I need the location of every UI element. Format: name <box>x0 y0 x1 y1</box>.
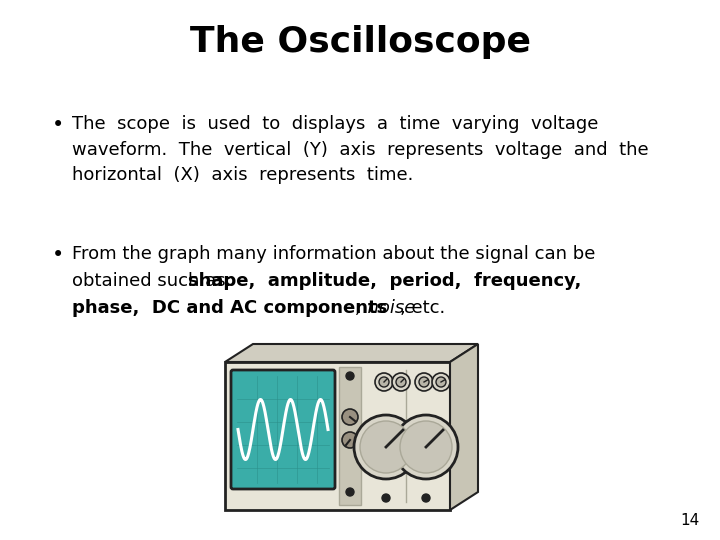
Circle shape <box>400 421 452 473</box>
Bar <box>339 367 361 505</box>
FancyBboxPatch shape <box>231 370 335 489</box>
Circle shape <box>432 373 450 391</box>
Text: , noise: , noise <box>356 299 415 318</box>
Circle shape <box>342 432 358 448</box>
Text: From the graph many information about the signal can be: From the graph many information about th… <box>72 245 595 263</box>
Polygon shape <box>225 362 450 510</box>
Text: phase,  DC and AC components: phase, DC and AC components <box>72 299 387 318</box>
Circle shape <box>379 377 389 387</box>
Polygon shape <box>450 344 478 510</box>
Circle shape <box>394 415 458 479</box>
Text: The  scope  is  used  to  displays  a  time  varying  voltage
waveform.  The  ve: The scope is used to displays a time var… <box>72 115 649 184</box>
Polygon shape <box>225 344 478 362</box>
Circle shape <box>375 373 393 391</box>
Circle shape <box>342 409 358 425</box>
Circle shape <box>419 377 429 387</box>
Circle shape <box>346 488 354 496</box>
Circle shape <box>354 415 418 479</box>
Circle shape <box>415 373 433 391</box>
Circle shape <box>346 372 354 380</box>
Text: shape,  amplitude,  period,  frequency,: shape, amplitude, period, frequency, <box>188 272 581 290</box>
Text: •: • <box>52 245 64 265</box>
Circle shape <box>360 421 412 473</box>
Circle shape <box>392 373 410 391</box>
Circle shape <box>396 377 406 387</box>
Text: , etc.: , etc. <box>400 299 445 318</box>
Text: 14: 14 <box>680 513 700 528</box>
Text: •: • <box>52 115 64 135</box>
Text: The Oscilloscope: The Oscilloscope <box>189 25 531 59</box>
Circle shape <box>436 377 446 387</box>
Circle shape <box>422 494 430 502</box>
Circle shape <box>382 494 390 502</box>
Text: obtained such as:: obtained such as: <box>72 272 238 290</box>
